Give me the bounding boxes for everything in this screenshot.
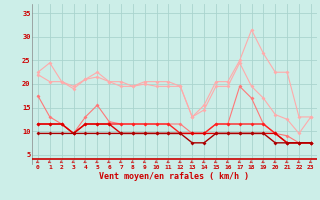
X-axis label: Vent moyen/en rafales ( km/h ): Vent moyen/en rafales ( km/h ) bbox=[100, 172, 249, 181]
